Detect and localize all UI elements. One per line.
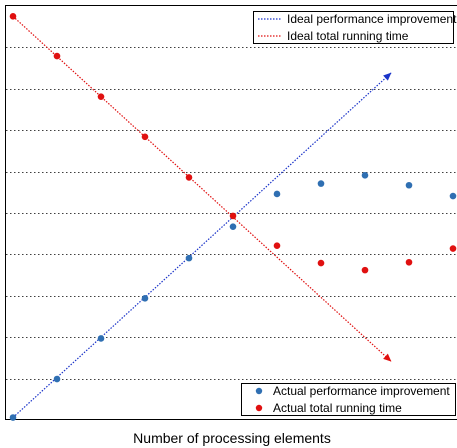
actual-running-time-point	[186, 174, 193, 181]
actual-performance-point	[186, 255, 193, 262]
actual-running-time-point	[10, 13, 17, 20]
actual-performance-point	[274, 191, 281, 198]
legend-actual-performance-label: Actual performance improvement	[273, 384, 450, 398]
legend-actual: Actual performance improvement Actual to…	[242, 384, 456, 416]
legend-ideal: Ideal performance improvement Ideal tota…	[254, 12, 457, 44]
actual-running-time-point	[98, 93, 105, 100]
legend-actual-running-time-marker	[256, 405, 262, 411]
actual-performance-point	[230, 223, 237, 230]
legend-ideal-performance-label: Ideal performance improvement	[287, 12, 457, 26]
legend-ideal-running-time-label: Ideal total running time	[287, 29, 409, 43]
actual-running-time-point	[406, 259, 413, 266]
actual-running-time-point	[450, 245, 457, 252]
actual-performance-point	[318, 180, 325, 187]
actual-running-time-point	[318, 260, 325, 267]
actual-performance-point	[98, 335, 105, 342]
ideal-running-time-line	[13, 16, 391, 361]
actual-running-time-point	[142, 134, 149, 141]
actual-performance-point	[10, 414, 17, 421]
legend-actual-performance-marker	[256, 388, 262, 394]
actual-running-time-point	[274, 242, 281, 249]
actual-performance-point	[54, 376, 61, 383]
actual-running-time-point	[230, 213, 237, 220]
actual-performance-point	[450, 193, 457, 200]
actual-performance-point	[406, 182, 413, 189]
actual-running-time-point	[362, 267, 369, 274]
legend-actual-running-time-label: Actual total running time	[273, 401, 402, 415]
actual-performance-point	[142, 295, 149, 302]
ideal-performance-line	[13, 73, 391, 418]
ideal-lines	[13, 16, 391, 417]
actual-performance-point	[362, 172, 369, 179]
x-axis-title: Number of processing elements	[133, 430, 331, 446]
actual-running-time-point	[54, 53, 61, 60]
